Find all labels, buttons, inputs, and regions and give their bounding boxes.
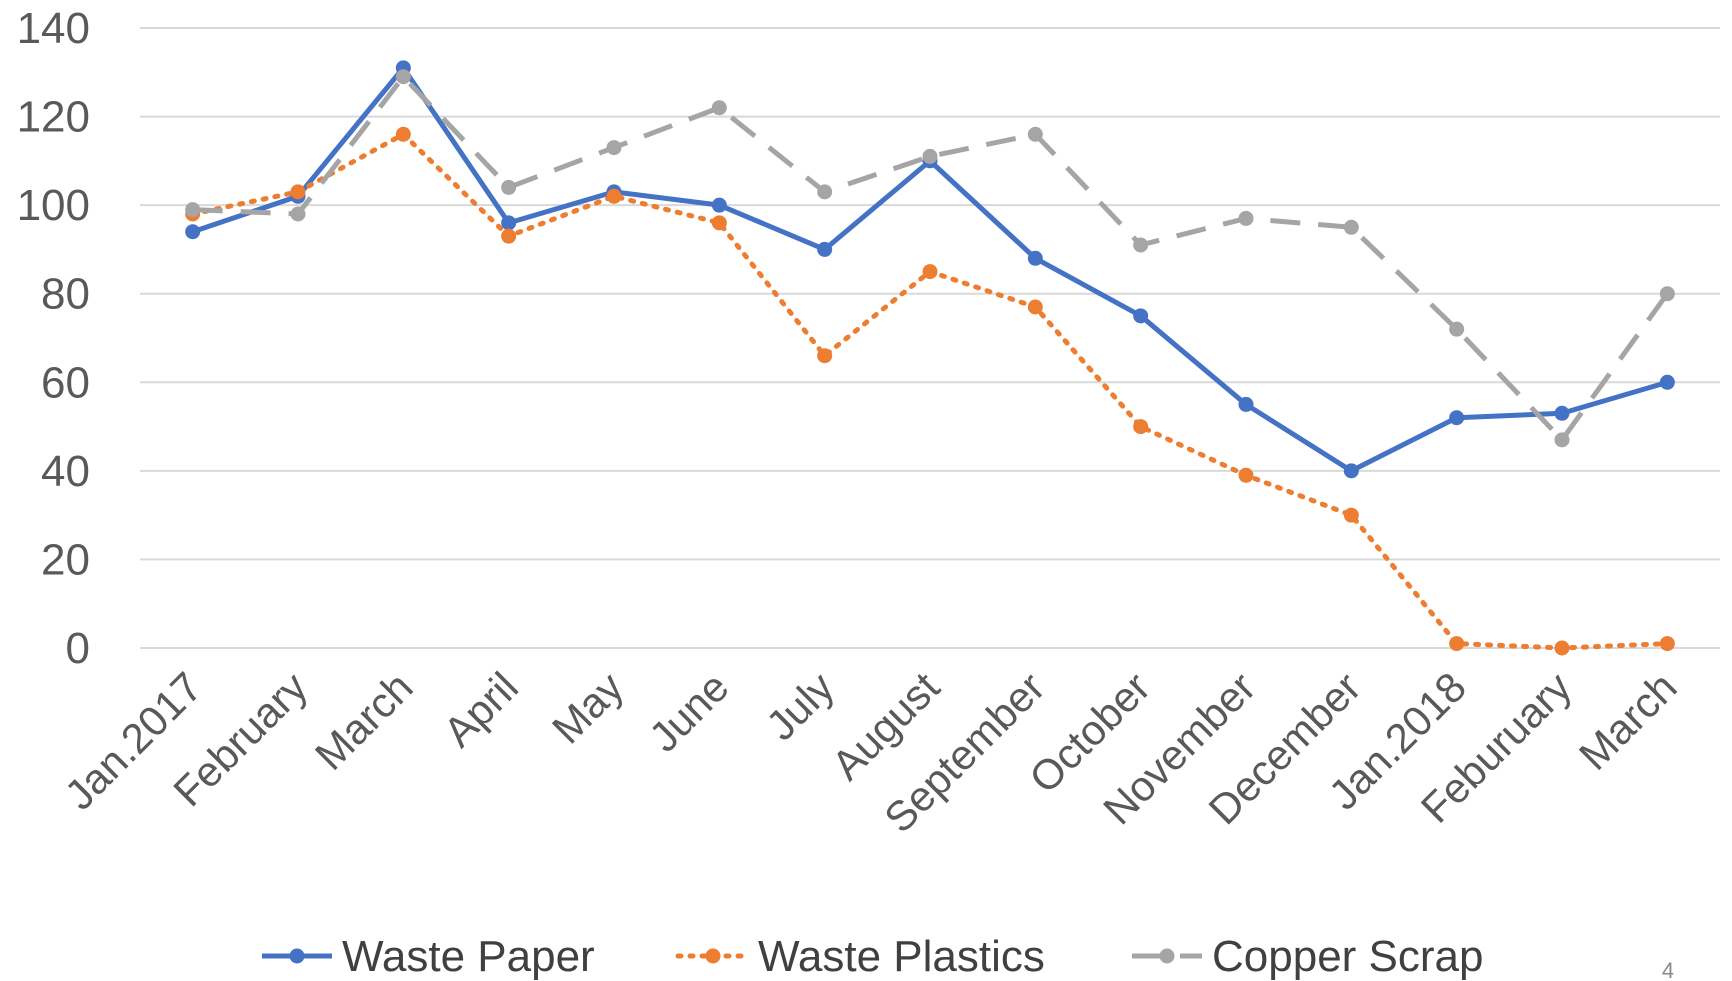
data-point <box>1554 640 1570 656</box>
legend-swatch-marker <box>289 948 305 964</box>
data-point <box>501 228 517 244</box>
data-point <box>1343 219 1359 235</box>
data-point <box>185 224 201 240</box>
data-point <box>922 264 938 280</box>
data-point <box>290 206 306 222</box>
data-point <box>1343 507 1359 523</box>
y-tick-label: 20 <box>41 535 90 584</box>
x-tick-label: March <box>306 663 422 779</box>
series-copper-scrap <box>185 69 1675 448</box>
data-point <box>501 215 517 231</box>
data-point <box>1659 636 1675 652</box>
y-tick-label: 40 <box>41 447 90 496</box>
y-tick-label: 60 <box>41 358 90 407</box>
data-point <box>395 69 411 85</box>
data-point <box>1449 410 1465 426</box>
series-waste-plastics <box>185 126 1675 656</box>
legend-label: Waste Plastics <box>758 932 1045 981</box>
data-point <box>1659 286 1675 302</box>
x-tick-label: March <box>1570 663 1686 779</box>
data-point <box>1659 374 1675 390</box>
data-point <box>817 348 833 364</box>
gridlines <box>140 27 1720 649</box>
data-point <box>606 140 622 156</box>
data-point <box>922 148 938 164</box>
data-point <box>1027 126 1043 142</box>
data-point <box>1133 237 1149 253</box>
data-point <box>185 202 201 218</box>
data-point <box>1554 432 1570 448</box>
series-group <box>185 60 1675 656</box>
legend-label: Copper Scrap <box>1212 932 1483 981</box>
x-tick-label: May <box>543 663 632 752</box>
data-point <box>1554 405 1570 421</box>
legend-swatch-marker <box>1159 948 1175 964</box>
legend-label: Waste Paper <box>342 932 595 981</box>
data-point <box>817 241 833 257</box>
y-tick-label: 120 <box>17 93 90 142</box>
x-tick-label: July <box>757 663 843 749</box>
data-point <box>606 188 622 204</box>
x-tick-label: June <box>640 663 738 761</box>
data-point <box>1449 321 1465 337</box>
data-point <box>1027 299 1043 315</box>
data-point <box>1027 250 1043 266</box>
legend-item: Waste Paper <box>262 932 595 981</box>
data-point <box>1449 636 1465 652</box>
y-tick-label: 100 <box>17 181 90 230</box>
data-point <box>290 184 306 200</box>
data-point <box>1343 463 1359 479</box>
page-number: 4 <box>1662 958 1674 981</box>
data-point <box>1238 467 1254 483</box>
y-tick-label: 80 <box>41 270 90 319</box>
data-point <box>1238 396 1254 412</box>
legend: Waste Paper Waste Plastics Copper Scrap <box>262 932 1483 981</box>
y-axis: 0 20 40 60 80 100 120 140 <box>17 4 90 673</box>
y-tick-label: 140 <box>17 4 90 53</box>
data-point <box>817 184 833 200</box>
y-tick-label: 0 <box>66 624 90 673</box>
legend-item: Waste Plastics <box>675 932 1045 981</box>
data-point <box>501 179 517 195</box>
data-point <box>395 126 411 142</box>
data-point <box>1133 308 1149 324</box>
series-line <box>190 131 1670 651</box>
legend-item: Copper Scrap <box>1132 932 1483 981</box>
data-point <box>711 100 727 116</box>
data-point <box>711 197 727 213</box>
legend-swatch-marker <box>705 948 721 964</box>
data-point <box>711 215 727 231</box>
x-tick-label: April <box>434 663 527 756</box>
data-point <box>1133 419 1149 435</box>
series-line <box>192 74 1670 443</box>
data-point <box>1238 210 1254 226</box>
